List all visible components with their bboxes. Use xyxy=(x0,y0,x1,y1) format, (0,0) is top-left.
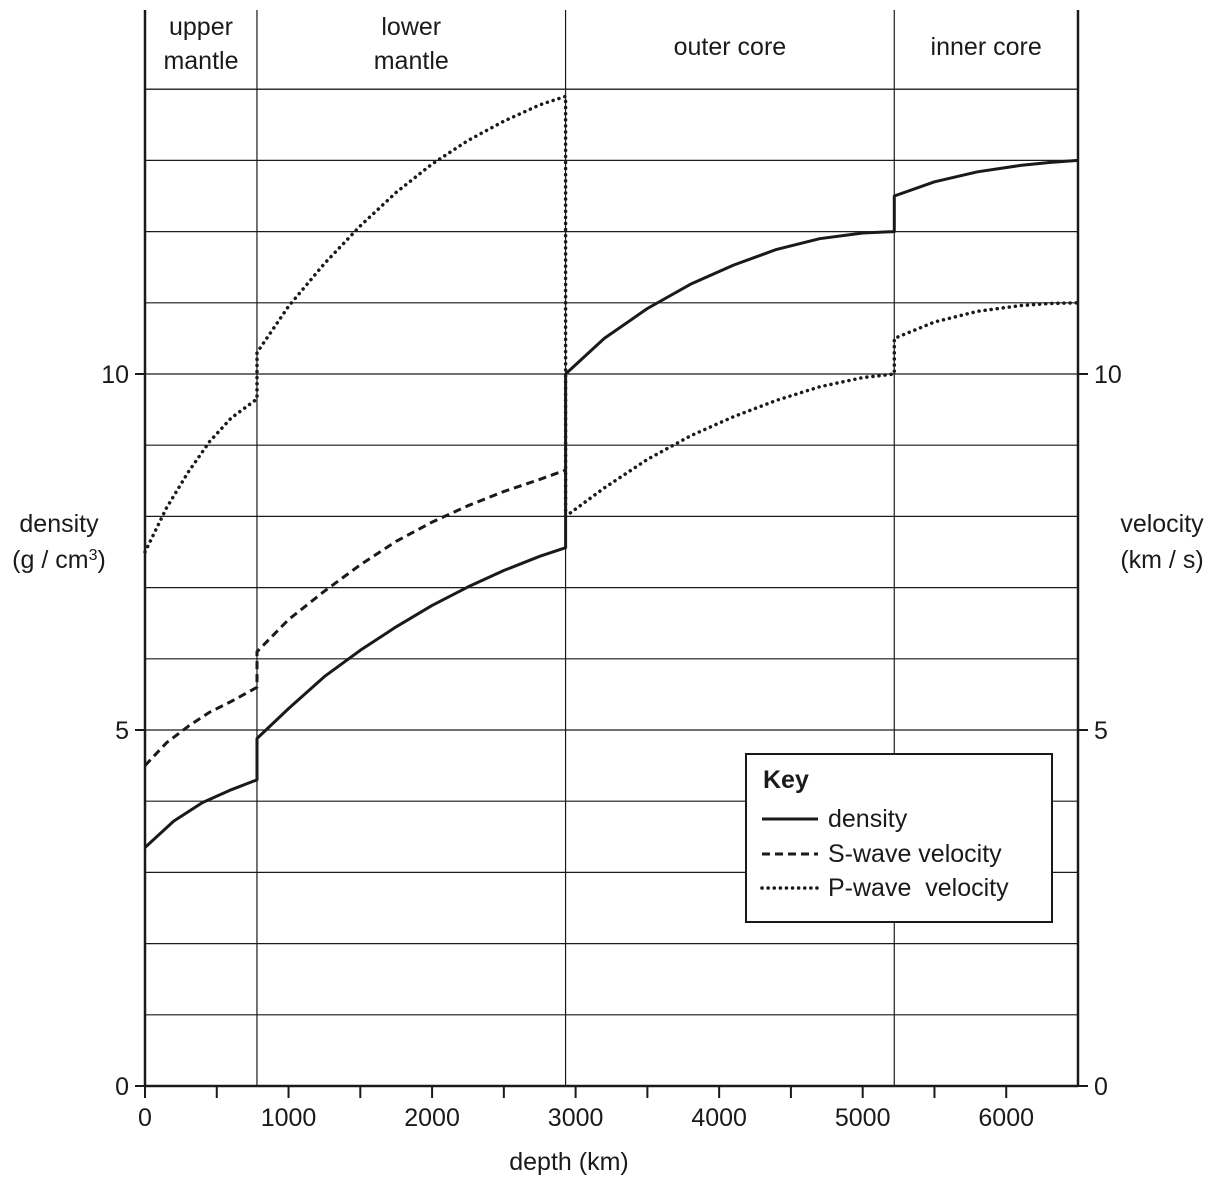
legend-entry-p-wave: P-wave velocity xyxy=(828,874,1009,902)
legend-entry-density: density xyxy=(828,805,908,833)
x-tick-label-6000: 6000 xyxy=(978,1104,1034,1132)
axes xyxy=(143,10,1080,1088)
region-label-0-1: mantle xyxy=(163,47,238,75)
region-dividers xyxy=(256,10,895,1086)
data-series xyxy=(143,94,1080,849)
x-tick-label-0: 0 xyxy=(138,1104,152,1132)
x-tick-label-4000: 4000 xyxy=(691,1104,747,1132)
y-tick-label-left-10: 10 xyxy=(101,361,129,389)
x-axis-label: depth (km) xyxy=(509,1148,628,1176)
y-tick-label-right-0: 0 xyxy=(1094,1073,1108,1101)
grid xyxy=(145,88,1078,1016)
y-axis-right-label-line2: (km / s) xyxy=(1120,546,1203,574)
y-tick-label-right-10: 10 xyxy=(1094,361,1122,389)
series-line-s-wave-velocity xyxy=(143,468,567,767)
x-tick-label-3000: 3000 xyxy=(548,1104,604,1132)
legend-entry-s-wave: S-wave velocity xyxy=(828,840,1002,868)
legend-box xyxy=(745,753,1053,923)
series-line-density xyxy=(143,158,1079,849)
region-labels: upper mantle lower mantle outer core inner co… xyxy=(163,13,1041,75)
region-label-0-0: upper xyxy=(169,13,233,41)
x-tick-label-1000: 1000 xyxy=(261,1104,317,1132)
x-tick-label-2000: 2000 xyxy=(404,1104,460,1132)
region-label-3-0: inner core xyxy=(931,33,1042,61)
y-tick-label-left-5: 5 xyxy=(115,717,129,745)
x-tick-label-5000: 5000 xyxy=(835,1104,891,1132)
region-label-1-1: mantle xyxy=(374,47,449,75)
region-label-1-0: lower xyxy=(381,13,441,41)
y-tick-label-left-0: 0 xyxy=(115,1073,129,1101)
region-label-2-0: outer core xyxy=(674,33,787,61)
y-tick-label-right-5: 5 xyxy=(1094,717,1108,745)
legend: Key density S-wave velocity P-wave veloc… xyxy=(745,753,1053,923)
y-axis-right-label-line1: velocity xyxy=(1120,510,1204,538)
y-axis-left-label-line2: (g / cm3) xyxy=(12,546,106,574)
legend-title: Key xyxy=(763,766,809,794)
series-line-p-wave-velocity xyxy=(143,94,1080,554)
y-axis-left-label-line1: density xyxy=(19,510,99,538)
